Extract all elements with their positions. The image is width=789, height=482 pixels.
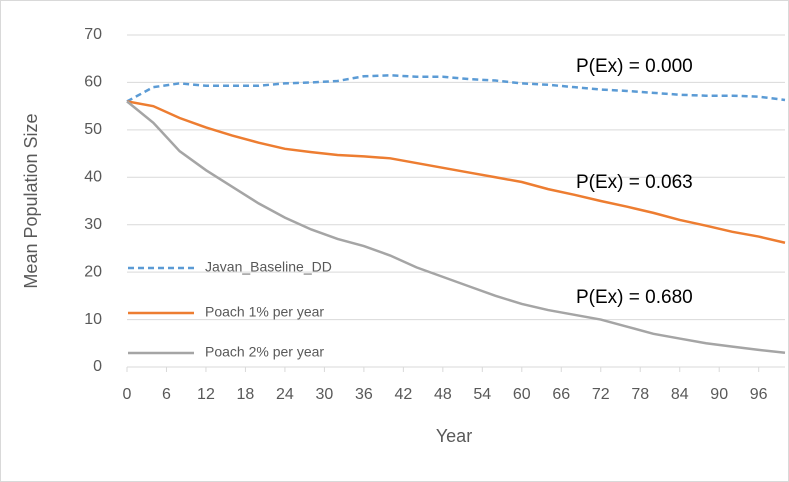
annotation: P(Ex) = 0.680 [576, 287, 693, 308]
annotation: P(Ex) = 0.063 [576, 172, 693, 193]
x-tick-label: 84 [671, 386, 689, 403]
y-tick-label: 10 [84, 311, 102, 328]
series-line [126, 100, 786, 355]
x-tick-label: 90 [710, 386, 728, 403]
y-tick-label: 30 [84, 216, 102, 233]
legend-label: Poach 2% per year [205, 344, 324, 360]
x-tick-label: 0 [123, 386, 132, 403]
x-tick-label: 48 [434, 386, 452, 403]
y-tick-label: 70 [84, 26, 102, 43]
legend-label: Poach 1% per year [205, 304, 324, 320]
y-axis-title: Mean Population Size [21, 113, 41, 288]
annotation: P(Ex) = 0.000 [576, 56, 693, 77]
x-tick-label: 36 [355, 386, 373, 403]
x-tick-label: 72 [592, 386, 610, 403]
x-tick-label: 24 [276, 386, 294, 403]
x-tick-label: 12 [197, 386, 215, 403]
x-tick-label: 30 [316, 386, 334, 403]
x-tick-label: 6 [162, 386, 171, 403]
y-tick-label: 50 [84, 121, 102, 138]
x-axis-title: Year [436, 426, 472, 446]
y-tick-label: 0 [93, 358, 102, 375]
x-tick-label: 66 [552, 386, 570, 403]
series-line [126, 100, 786, 244]
x-tick-label: 18 [237, 386, 255, 403]
x-tick-label: 78 [631, 386, 649, 403]
y-tick-label: 60 [84, 74, 102, 91]
x-tick-label: 42 [394, 386, 412, 403]
y-tick-label: 40 [84, 169, 102, 186]
series-line [126, 74, 786, 103]
x-tick-label: 96 [750, 386, 768, 403]
x-tick-label: 60 [513, 386, 531, 403]
legend-label: Javan_Baseline_DD [205, 259, 332, 275]
x-tick-label: 54 [473, 386, 491, 403]
y-tick-label: 20 [84, 263, 102, 280]
